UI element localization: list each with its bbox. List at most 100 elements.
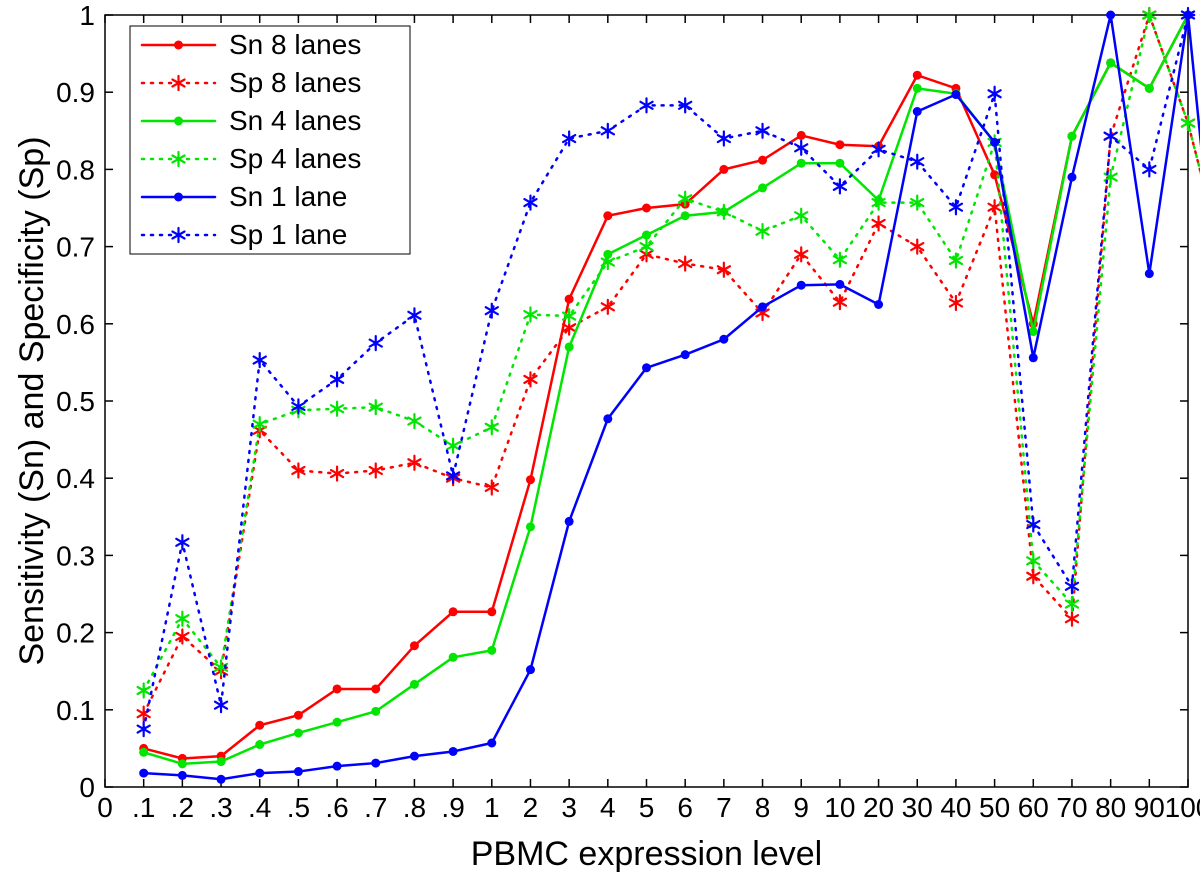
y-tick-label: 0.9: [56, 77, 95, 108]
y-axis-title: Sensitivity (Sn) and Specificity (Sp): [13, 136, 51, 665]
x-tick-label: .2: [171, 792, 194, 823]
x-tick-label: .4: [248, 792, 271, 823]
marker-dot: [565, 295, 574, 304]
marker-star: [1027, 569, 1039, 583]
marker-star: [950, 253, 962, 267]
x-tick-label: 0: [97, 792, 113, 823]
marker-star: [331, 467, 343, 481]
y-tick-label: 1: [79, 0, 95, 31]
marker-star: [756, 224, 768, 238]
marker-dot: [139, 748, 148, 757]
x-tick-label: 3: [561, 792, 577, 823]
x-tick-label: 100: [1165, 792, 1200, 823]
y-tick-label: 0.5: [56, 386, 95, 417]
marker-dot: [565, 342, 574, 351]
y-tick-label: 0.7: [56, 232, 95, 263]
marker-star: [1182, 116, 1194, 130]
marker-dot: [217, 775, 226, 784]
y-tick-label: 0: [79, 772, 95, 803]
x-tick-label: .7: [364, 792, 387, 823]
marker-star: [215, 698, 227, 712]
y-tick-label: 0.4: [56, 463, 95, 494]
marker-dot: [487, 607, 496, 616]
legend-marker: [174, 41, 183, 50]
marker-star: [486, 304, 498, 318]
marker-dot: [874, 300, 883, 309]
x-tick-label: 50: [979, 792, 1010, 823]
marker-dot: [371, 759, 380, 768]
marker-dot: [835, 140, 844, 149]
y-tick-label: 0.8: [56, 154, 95, 185]
marker-dot: [758, 183, 767, 192]
marker-dot: [1106, 11, 1115, 20]
marker-dot: [526, 522, 535, 531]
legend-label: Sp 1 lane: [229, 219, 347, 250]
marker-star: [486, 420, 498, 434]
legend-label: Sn 8 lanes: [229, 29, 361, 60]
marker-star: [408, 414, 420, 428]
marker-star: [989, 87, 1001, 101]
legend-label: Sn 4 lanes: [229, 105, 361, 136]
marker-dot: [255, 721, 264, 730]
marker-dot: [449, 653, 458, 662]
x-tick-label: .8: [403, 792, 426, 823]
marker-dot: [1067, 132, 1076, 141]
marker-dot: [333, 762, 342, 771]
chart-svg: Sn 8 lanesSp 8 lanesSn 4 lanesSp 4 lanes…: [0, 0, 1200, 887]
marker-dot: [681, 211, 690, 220]
x-tick-label: 2: [523, 792, 539, 823]
marker-star: [911, 155, 923, 169]
x-tick-label: 8: [755, 792, 771, 823]
marker-star: [176, 612, 188, 626]
marker-dot: [642, 363, 651, 372]
marker-dot: [1145, 269, 1154, 278]
marker-dot: [797, 281, 806, 290]
marker-star: [950, 200, 962, 214]
marker-dot: [333, 684, 342, 693]
x-tick-label: 60: [1018, 792, 1049, 823]
marker-star: [292, 399, 304, 413]
marker-dot: [719, 335, 728, 344]
marker-dot: [603, 211, 612, 220]
legend: Sn 8 lanesSp 8 lanesSn 4 lanesSp 4 lanes…: [130, 26, 410, 254]
x-tick-label: 20: [863, 792, 894, 823]
marker-dot: [1067, 173, 1076, 182]
marker-dot: [410, 680, 419, 689]
x-tick-label: 90: [1134, 792, 1165, 823]
marker-dot: [217, 757, 226, 766]
x-tick-label: .1: [132, 792, 155, 823]
chart-container: Sn 8 lanesSp 8 lanesSn 4 lanesSp 4 lanes…: [0, 0, 1200, 887]
marker-dot: [487, 738, 496, 747]
marker-dot: [410, 752, 419, 761]
marker-dot: [642, 231, 651, 240]
x-tick-label: 30: [902, 792, 933, 823]
x-tick-label: 9: [793, 792, 809, 823]
marker-dot: [913, 84, 922, 93]
marker-dot: [294, 767, 303, 776]
marker-star: [408, 308, 420, 322]
y-tick-label: 0.1: [56, 695, 95, 726]
marker-star: [138, 722, 150, 736]
x-tick-label: 10: [824, 792, 855, 823]
x-tick-label: 7: [716, 792, 732, 823]
marker-dot: [719, 165, 728, 174]
marker-dot: [913, 71, 922, 80]
marker-dot: [139, 769, 148, 778]
marker-star: [679, 257, 691, 271]
x-tick-label: 5: [639, 792, 655, 823]
marker-dot: [410, 641, 419, 650]
marker-dot: [371, 707, 380, 716]
marker-dot: [333, 718, 342, 727]
marker-dot: [797, 131, 806, 140]
marker-star: [370, 463, 382, 477]
marker-dot: [294, 728, 303, 737]
marker-star: [176, 535, 188, 549]
marker-dot: [758, 302, 767, 311]
marker-dot: [681, 350, 690, 359]
x-tick-label: 4: [600, 792, 616, 823]
x-tick-label: .3: [209, 792, 232, 823]
marker-dot: [758, 156, 767, 165]
marker-dot: [526, 475, 535, 484]
marker-star: [1027, 554, 1039, 568]
x-tick-label: .5: [287, 792, 310, 823]
